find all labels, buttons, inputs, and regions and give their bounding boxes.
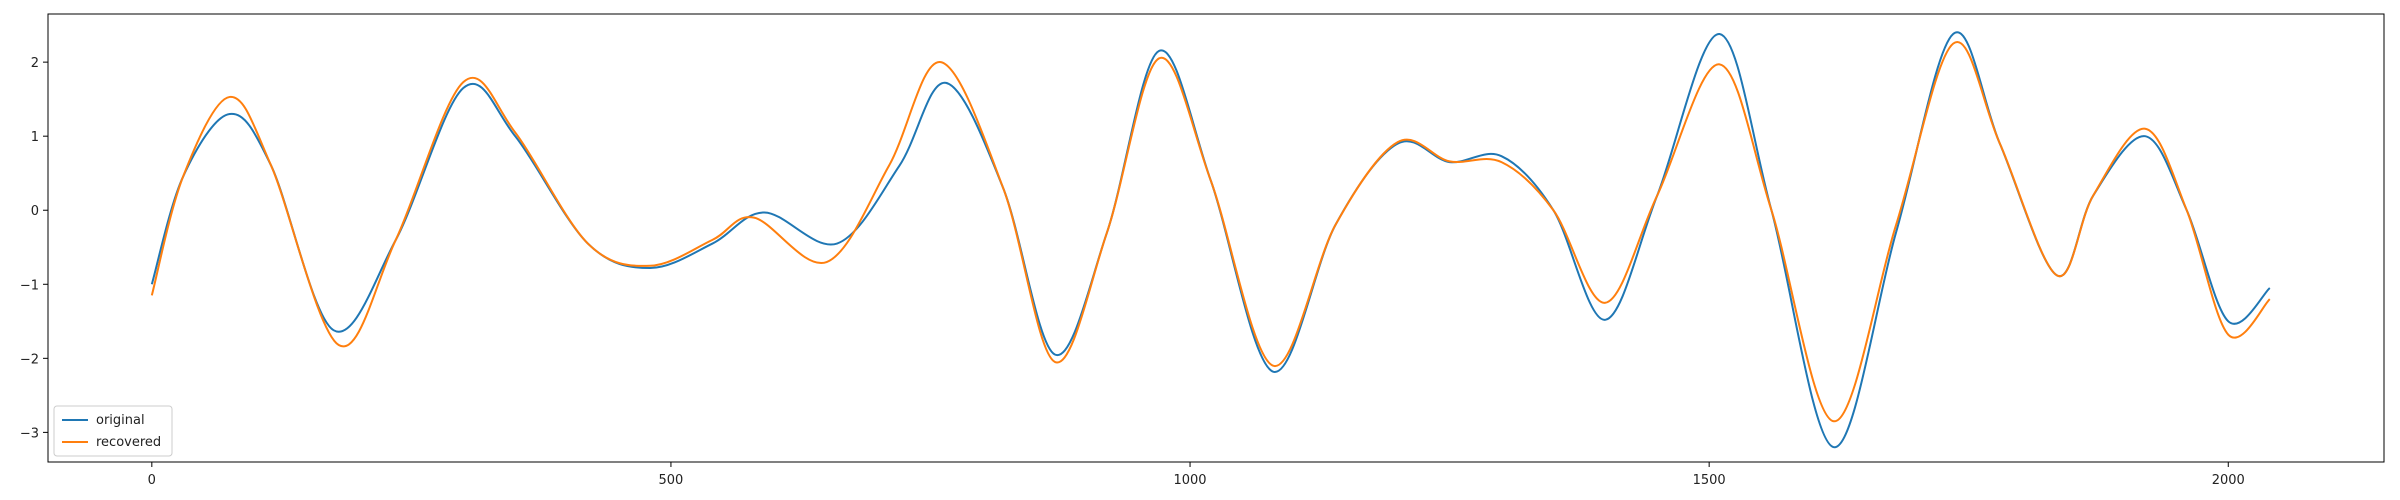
x-axis: 0 500 1000 1500 2000: [148, 462, 2245, 488]
legend-label-recovered: recovered: [96, 435, 161, 450]
series-layer: [150, 31, 2271, 449]
plot-frame: [47, 13, 2385, 463]
y-tick-label: 0: [31, 204, 39, 219]
legend-box: [53, 405, 173, 457]
x-tick-label: 2000: [2212, 473, 2245, 488]
y-tick-label: 2: [31, 56, 39, 71]
y-tick-label: −2: [20, 352, 39, 367]
y-axis: −3 −2 −1 0 1 2: [20, 56, 48, 441]
x-tick-label: 1000: [1173, 473, 1206, 488]
x-tick-label: 0: [148, 473, 156, 488]
x-tick-label: 1500: [1693, 473, 1726, 488]
x-tick-label: 500: [659, 473, 684, 488]
plot-background: [48, 14, 2384, 462]
legend-label-original: original: [96, 413, 145, 428]
series-line-original: [150, 31, 2271, 449]
series-line-recovered: [150, 40, 2271, 423]
y-tick-label: 1: [31, 130, 39, 145]
y-tick-label: −3: [20, 426, 39, 441]
y-tick-label: −1: [20, 278, 39, 293]
legend: original recovered: [53, 405, 173, 457]
